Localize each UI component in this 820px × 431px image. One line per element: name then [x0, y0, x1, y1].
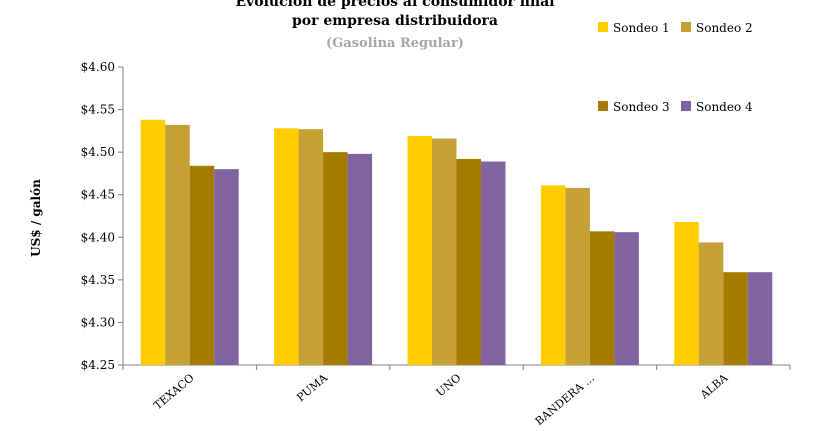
x-tick-label: PUMA: [294, 371, 331, 405]
x-tick-label: BANDERA ...: [533, 371, 597, 428]
bars-group: [140, 119, 773, 365]
bar: [723, 272, 748, 365]
legend-label: Sondeo 2: [696, 21, 753, 35]
bar: [614, 232, 639, 365]
y-tick-label: $4.45: [81, 188, 115, 202]
y-tick-label: $4.30: [81, 315, 115, 329]
bar: [432, 138, 457, 365]
x-tick-labels: TEXACO PUMA UNO BANDERA ... ALBA: [151, 371, 731, 428]
bar: [456, 158, 481, 365]
bar: [747, 272, 773, 365]
chart-title-line1: Evolución de precios al consumidor final: [235, 0, 554, 10]
legend-label: Sondeo 1: [613, 21, 670, 35]
x-tick-label: TEXACO: [151, 371, 196, 412]
bar: [140, 119, 166, 365]
bar: [347, 153, 373, 365]
bar: [407, 135, 432, 365]
legend-label: Sondeo 3: [613, 100, 670, 114]
legend-swatch: [681, 101, 691, 111]
bar: [565, 187, 590, 365]
x-tick-label: ALBA: [697, 371, 731, 402]
bar: [214, 169, 239, 365]
bar: [298, 129, 324, 365]
y-tick-label: $4.60: [81, 60, 115, 74]
bar: [189, 165, 215, 365]
chart-subtitle: (Gasolina Regular): [326, 36, 464, 51]
bar: [540, 185, 566, 365]
x-tick-label: UNO: [434, 371, 464, 399]
bar: [165, 124, 190, 365]
chart-title-line2: por empresa distribuidora: [292, 13, 498, 29]
bar: [589, 231, 615, 365]
legend: Sondeo 1 Sondeo 2 Sondeo 3 Sondeo 4: [598, 21, 753, 114]
legend-swatch: [598, 101, 608, 111]
legend-swatch: [681, 22, 691, 32]
bar: [323, 152, 348, 365]
bar: [674, 221, 699, 365]
legend-label: Sondeo 4: [696, 100, 753, 114]
legend-swatch: [598, 22, 608, 32]
y-tick-label: $4.55: [81, 103, 115, 117]
y-tick-label: $4.50: [81, 145, 115, 159]
y-tick-label: $4.35: [81, 273, 115, 287]
bar: [274, 128, 299, 365]
y-axis-label: US$ / galón: [29, 179, 43, 257]
bar: [481, 161, 506, 365]
y-tick-label: $4.25: [81, 358, 115, 372]
y-tick-label: $4.40: [81, 230, 115, 244]
bar: [698, 242, 724, 365]
